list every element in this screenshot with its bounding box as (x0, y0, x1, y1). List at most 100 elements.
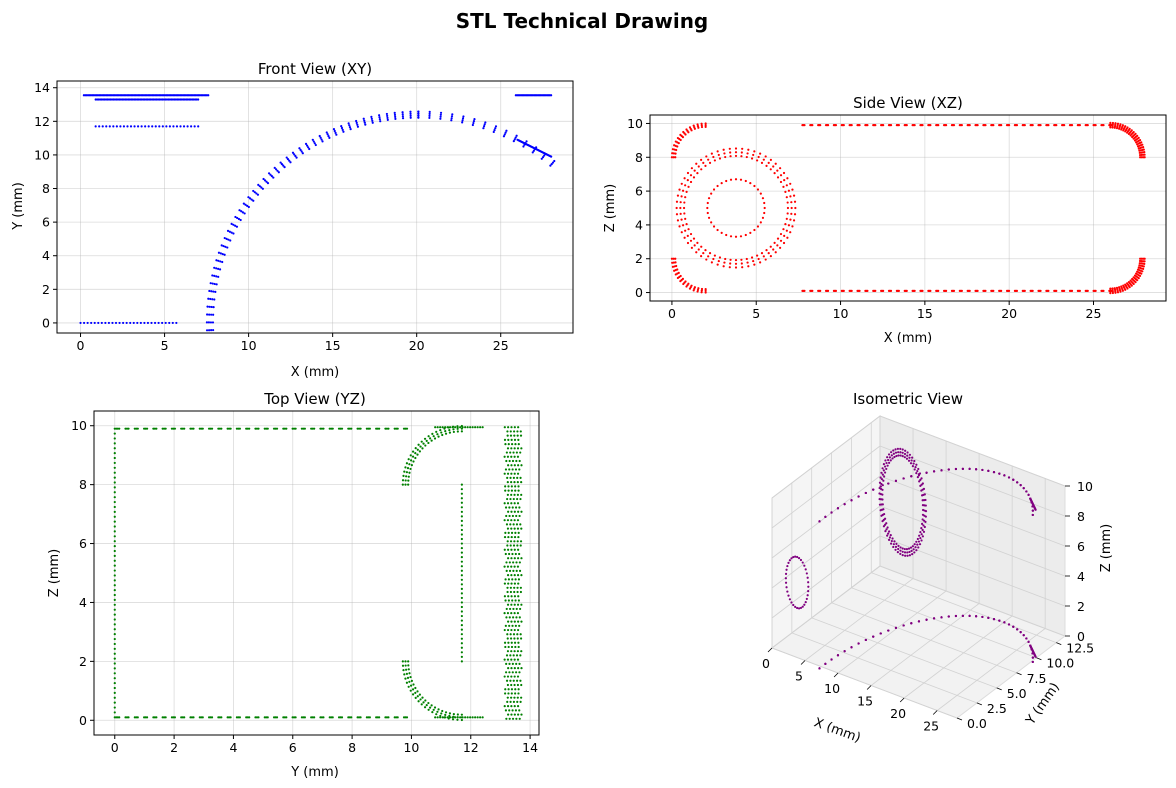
top-view-point (513, 464, 516, 467)
front-view-point (246, 204, 249, 207)
top-view-xtick-label: 4 (229, 740, 237, 755)
isometric-view-point (803, 564, 806, 567)
side-view-point (710, 152, 713, 155)
top-view-point (504, 688, 507, 691)
top-view-point (510, 688, 514, 691)
side-view-point (674, 140, 677, 143)
side-view-point (712, 225, 716, 228)
top-view-point (136, 427, 139, 430)
front-view-point (326, 133, 329, 136)
top-view-point (405, 462, 409, 465)
isometric-view-point (911, 465, 915, 468)
top-view-point (513, 586, 516, 589)
top-view-point (510, 650, 513, 653)
top-view-point (511, 468, 514, 471)
side-view-point (787, 189, 791, 192)
top-view-point (238, 716, 241, 719)
isometric-view-point (836, 507, 840, 510)
side-view-point (718, 157, 722, 160)
top-view-point (113, 677, 116, 680)
isometric-view-point (906, 554, 909, 557)
front-view-point (229, 239, 232, 242)
top-view-point (456, 716, 459, 719)
side-view-point (779, 167, 782, 170)
front-view-point (210, 290, 213, 293)
top-view-point (444, 430, 447, 433)
isometric-view-title: Isometric View (853, 390, 963, 408)
top-view-point (460, 655, 463, 658)
side-view-point (1102, 124, 1105, 127)
top-view-point (516, 683, 520, 687)
side-view-point (680, 231, 683, 234)
front-view-point (266, 181, 270, 185)
isometric-view-point (905, 457, 909, 460)
top-view-point (505, 451, 508, 454)
front-view-point (209, 329, 213, 332)
top-view-point (510, 438, 513, 441)
side-view-point (716, 150, 719, 153)
top-view-point (433, 706, 437, 709)
top-view-point (396, 716, 399, 719)
side-view-point (776, 176, 780, 179)
side-view-point (774, 251, 777, 254)
isometric-view-point (894, 548, 897, 551)
top-view-point (503, 548, 506, 551)
isometric-view-point (890, 539, 893, 543)
top-view-point (513, 574, 516, 577)
front-view-point (126, 125, 129, 128)
top-view-point (411, 455, 415, 458)
top-view-points (113, 424, 523, 722)
side-view-point (1015, 124, 1019, 127)
top-view-point (113, 540, 116, 543)
top-view-point (513, 620, 516, 623)
front-view-point (215, 283, 218, 286)
isometric-view-point (897, 451, 900, 454)
top-view-point (513, 438, 517, 441)
isometric-view-point (992, 618, 996, 621)
top-view-point (507, 531, 510, 534)
side-view-point (676, 276, 679, 280)
top-view-point (515, 616, 518, 619)
top-view-point (509, 679, 512, 682)
top-view-point (464, 716, 467, 719)
side-view-point (1136, 134, 1139, 137)
isometric-view-point (896, 447, 899, 450)
top-view-point (516, 565, 520, 568)
side-view-point (976, 289, 979, 292)
isometric-view-point (1031, 656, 1034, 659)
top-view-point (512, 544, 516, 547)
isometric-view-point (987, 616, 990, 619)
isometric-ytick-mark (996, 687, 1002, 691)
top-view-point (510, 620, 513, 623)
isometric-floor-grid (831, 602, 1017, 674)
isometric-view-point (897, 544, 900, 548)
top-view-point (429, 706, 432, 709)
isometric-view-point (885, 528, 888, 531)
top-view-point (505, 616, 508, 619)
side-view-point (681, 189, 685, 192)
isometric-view-point (918, 534, 921, 537)
isometric-back-grid (879, 415, 1066, 487)
top-view-point (113, 686, 116, 690)
top-view-point (405, 427, 409, 430)
side-view-point (728, 147, 731, 150)
isometric-side-grid (771, 535, 881, 619)
top-view-point (503, 675, 506, 678)
front-view-point (549, 164, 552, 167)
side-view-point (682, 206, 686, 210)
side-view-point (1055, 289, 1058, 292)
front-view-point (140, 125, 143, 128)
isometric-view-point (824, 515, 827, 518)
top-view-point (192, 716, 195, 719)
top-view-point (516, 650, 520, 653)
front-view-point (212, 313, 215, 316)
top-view-point (513, 683, 516, 687)
top-view-point (448, 712, 452, 715)
side-view-point (1143, 262, 1146, 265)
side-view-point (747, 148, 750, 151)
top-view-point (519, 451, 522, 454)
isometric-view-point (888, 456, 892, 459)
isometric-view-point (894, 448, 897, 451)
isometric-view-point (785, 568, 788, 571)
side-view-ytick-label: 0 (635, 285, 643, 300)
